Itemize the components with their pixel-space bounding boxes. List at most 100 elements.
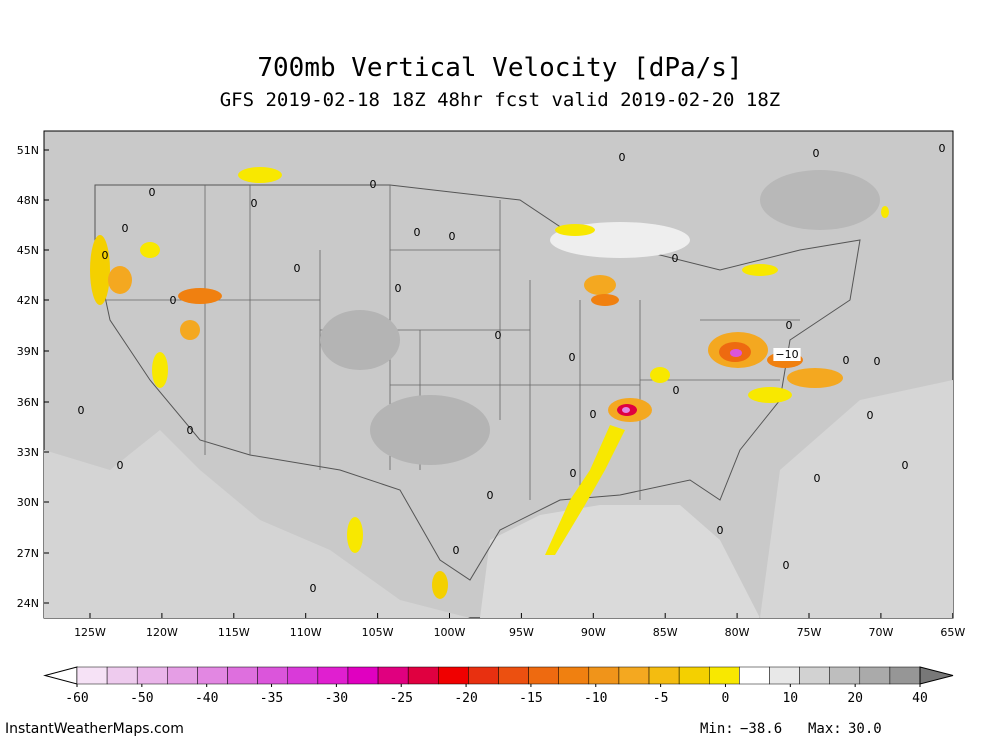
min-value: −38.6	[740, 721, 782, 737]
colorbar-box	[197, 666, 228, 685]
contour-label: 0	[672, 252, 679, 265]
contour-label: 0	[294, 262, 301, 275]
contour-label: 0	[102, 249, 109, 262]
colorbar-box	[136, 666, 168, 685]
contour-label: 0	[902, 459, 909, 472]
lat-label: 27N	[17, 547, 39, 560]
contour-label: −10	[775, 348, 798, 361]
gulf	[480, 505, 760, 618]
colorbar-tick-label: -15	[519, 691, 542, 706]
contour-label: 0	[717, 524, 724, 537]
title: 700mb Vertical Velocity [dPa/s]	[257, 53, 742, 83]
contour-label: 0	[370, 178, 377, 191]
lat-label: 39N	[17, 345, 39, 358]
lon-label: 95W	[509, 626, 534, 639]
lat-label: 33N	[17, 446, 39, 459]
contour-label: 0	[619, 151, 626, 164]
colorbar-box	[739, 666, 770, 685]
lat-label: 30N	[17, 496, 39, 509]
min-label: Min:	[700, 721, 734, 737]
lat-label: 51N	[17, 144, 39, 157]
colorbar-box	[558, 666, 590, 685]
contour-label: 0	[251, 197, 258, 210]
contour-label: 0	[569, 351, 576, 364]
colorbar-box	[377, 666, 409, 685]
colorbar-tick-label: 0	[722, 691, 730, 706]
contour-label-bg	[773, 348, 801, 361]
contour-label: 0	[187, 424, 194, 437]
contour-label: 0	[414, 226, 421, 239]
max-label: Max:	[808, 721, 842, 737]
colorbar-tick-label: -35	[260, 691, 283, 706]
colorbar-box	[257, 666, 288, 685]
colorbar-tick-label: 10	[782, 691, 798, 706]
colorbar-box	[227, 666, 258, 685]
colorbar-tick-label: 20	[847, 691, 863, 706]
contour-label: 0	[783, 559, 790, 572]
colorbar-box	[769, 666, 800, 685]
colorbar-box	[528, 666, 559, 685]
map: 51N 48N 45N 42N 39N 36N 33N 30N 27N 24N 125W 120W 11…	[17, 130, 965, 639]
colorbar-box	[468, 666, 499, 685]
colorbar-box	[76, 666, 108, 685]
contour-label: 0	[570, 467, 577, 480]
colorbar-tick-label: -30	[325, 691, 348, 706]
colorbar-tick-label: -25	[389, 691, 412, 706]
colorbar-box	[317, 666, 349, 685]
lat-label: 24N	[17, 597, 39, 610]
contour-label: 0	[449, 230, 456, 243]
colorbar-box	[829, 666, 861, 685]
colorbar-box	[889, 666, 921, 685]
contour-label: 0	[117, 459, 124, 472]
contour-label: 0	[843, 354, 850, 367]
lon-label: 120W	[146, 626, 178, 639]
lon-label: 100W	[434, 626, 466, 639]
lat-label: 45N	[17, 244, 39, 257]
lat-label: 42N	[17, 294, 39, 307]
subtitle: GFS 2019-02-18 18Z 48hr fcst valid 2019-…	[220, 89, 781, 111]
ocean-pacific	[44, 131, 470, 618]
contour-label: 0	[170, 294, 177, 307]
contour-label: 0	[453, 544, 460, 557]
colorbar-box	[618, 666, 650, 685]
colorbar-tick-label: -60	[65, 691, 88, 706]
colorbar-tick-label: -10	[584, 691, 607, 706]
colorbar: -60 -50 -40 -35 -30 -25 -20 -15 -10 -5 0 10 20 40	[43, 666, 954, 706]
site-credit: InstantWeatherMaps.com	[5, 721, 184, 737]
colorbar-box	[709, 666, 740, 685]
colorbar-tick-label: -50	[130, 691, 153, 706]
contour-label: 0	[122, 222, 129, 235]
atlantic	[760, 380, 953, 618]
colorbar-box	[347, 666, 379, 685]
contour-label: 0	[78, 404, 85, 417]
colorbar-tick-label: -20	[454, 691, 477, 706]
contour-label: 0	[590, 408, 597, 421]
contour-label: 0	[814, 472, 821, 485]
colorbar-arrow-right	[919, 666, 954, 685]
contour-label: 0	[673, 384, 680, 397]
lon-label: 85W	[653, 626, 678, 639]
lon-label: 90W	[581, 626, 606, 639]
lon-label: 70W	[868, 626, 893, 639]
colorbar-box	[407, 666, 439, 685]
contour-label: 0	[939, 142, 946, 155]
contour-label: 0	[495, 329, 502, 342]
contour-label: 0	[395, 282, 402, 295]
contour-label: 0	[786, 319, 793, 332]
lon-label: 80W	[725, 626, 750, 639]
colorbar-box	[438, 666, 469, 685]
colorbar-box	[678, 666, 710, 685]
lon-label: 125W	[74, 626, 106, 639]
lon-label: 65W	[940, 626, 965, 639]
shading	[90, 167, 889, 599]
contour-label: 0	[813, 147, 820, 160]
lon-label: 105W	[362, 626, 394, 639]
lon-label: 110W	[290, 626, 322, 639]
colorbar-tick-label: 40	[912, 691, 928, 706]
lat-label: 48N	[17, 194, 39, 207]
colorbar-box	[287, 666, 319, 685]
colorbar-box	[588, 666, 620, 685]
colorbar-box	[799, 666, 830, 685]
lat-label: 36N	[17, 396, 39, 409]
